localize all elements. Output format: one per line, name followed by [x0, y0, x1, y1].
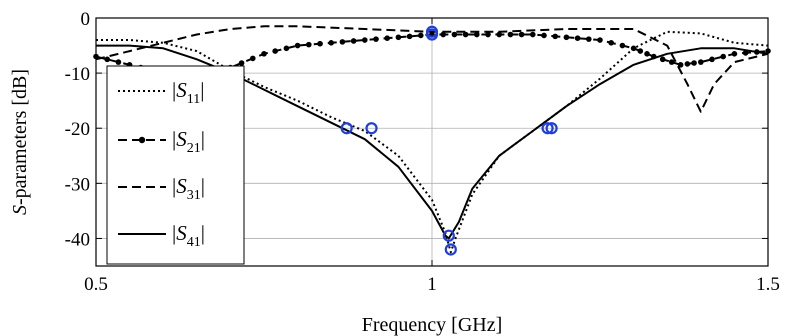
legend-box: [106, 65, 245, 265]
series-point-21: [507, 31, 514, 38]
y-tick-label: -40: [65, 229, 90, 250]
x-tick-label: 1: [427, 274, 437, 295]
legend-item-11: |S11|: [118, 78, 204, 107]
series-point-21: [362, 37, 368, 43]
series-point-21: [328, 40, 335, 46]
series-point-21: [597, 37, 603, 43]
legend-label: |S21|: [172, 127, 205, 156]
series-point-21: [608, 40, 614, 46]
y-tick-label: -30: [65, 174, 90, 195]
legend: |S11| |S21| |S31| |S41|: [106, 65, 245, 265]
series-point-21: [659, 56, 666, 63]
series-point-21: [731, 51, 738, 57]
highlight-marker: [444, 243, 457, 256]
x-axis-label: Frequency [GHz]: [362, 314, 503, 336]
series-point-21: [104, 56, 110, 63]
series-point-21: [384, 35, 391, 42]
axis-ticks: 0.5 1 1.5 0 -10 -20 -30 -40: [65, 9, 780, 295]
series-point-21: [462, 31, 469, 38]
series-point-21: [272, 48, 279, 54]
highlight-marker: [541, 122, 554, 135]
series-point-21: [563, 34, 570, 41]
y-axis-label: S-parameters [dB]: [9, 69, 31, 215]
series-point-21: [530, 31, 536, 38]
series-point-21: [684, 61, 691, 67]
series-point-21: [294, 42, 301, 49]
series-point-21: [742, 50, 749, 56]
series-point-21: [440, 31, 447, 38]
series-point-21: [720, 53, 726, 60]
y-tick-label: -10: [65, 64, 90, 85]
highlight-marker: [442, 229, 455, 242]
series-point-21: [474, 31, 480, 38]
series-point-21: [485, 31, 491, 38]
series-point-21: [518, 31, 525, 38]
legend-label: |S11|: [172, 78, 204, 107]
legend-label: |S41|: [172, 221, 205, 250]
marker-layer: [340, 25, 558, 256]
series-point-21: [698, 59, 704, 65]
highlight-marker: [425, 25, 439, 38]
legend-item-31: |S31|: [118, 174, 205, 203]
series-point-21: [668, 59, 675, 65]
series-point-21: [115, 59, 122, 65]
legend-swatch-marker: [138, 136, 146, 144]
series-line-31: [95, 25, 769, 113]
y-tick-label: 0: [81, 9, 91, 30]
y-axis-label-prefix: S: [9, 205, 31, 215]
highlight-marker: [365, 122, 378, 135]
series-point-21: [350, 38, 357, 44]
series-point-21: [630, 45, 637, 52]
series-point-21: [619, 42, 626, 49]
series-point-21: [373, 36, 379, 42]
series-point-21: [306, 41, 312, 48]
series-line-11: [96, 30, 769, 254]
legend-item-41: |S41|: [118, 221, 205, 250]
series-point-21: [677, 62, 684, 68]
highlight-marker: [545, 122, 558, 135]
y-axis-label-suffix: -parameters [dB]: [9, 69, 31, 205]
series-point-21: [709, 56, 715, 63]
series-point-21: [418, 32, 424, 39]
x-tick-label: 0.5: [84, 274, 108, 295]
series-point-21: [496, 31, 503, 38]
series-point-21: [406, 33, 413, 40]
series-point-21: [541, 32, 547, 39]
series-point-21: [339, 39, 346, 45]
series-point-21: [283, 45, 290, 52]
series-point-21: [451, 31, 458, 38]
series-point-21: [574, 35, 581, 42]
legend-items: |S11| |S21| |S31| |S41|: [118, 78, 205, 250]
series-point-21: [644, 51, 650, 57]
series-point-21: [250, 55, 256, 62]
series-point-21: [637, 48, 644, 54]
series-point-21: [395, 34, 402, 41]
series-point-21: [317, 40, 323, 47]
highlight-marker: [340, 122, 353, 135]
series-point-21: [238, 60, 245, 66]
legend-label: |S31|: [172, 174, 205, 203]
series-point-21: [261, 51, 267, 57]
legend-item-21: |S21|: [118, 127, 205, 156]
x-tick-label: 1.5: [756, 274, 780, 295]
y-tick-label: -20: [65, 119, 90, 140]
series-point-21: [691, 60, 697, 66]
series-point-21: [586, 36, 592, 42]
series-point-21: [552, 33, 558, 40]
